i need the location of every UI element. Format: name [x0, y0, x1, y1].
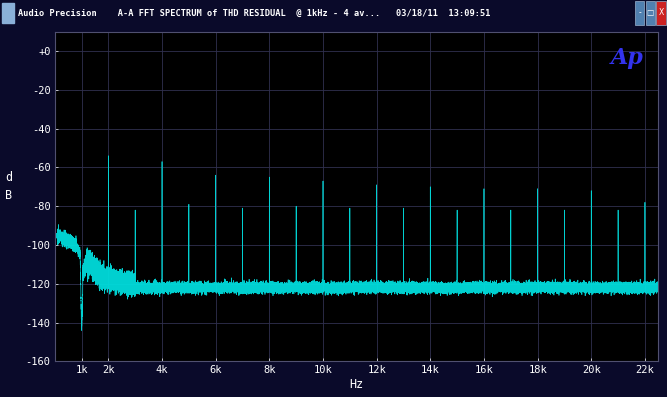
X-axis label: Hz: Hz	[350, 378, 364, 391]
Text: X: X	[658, 8, 664, 17]
Bar	[646, 1, 655, 25]
Text: -: -	[638, 8, 641, 17]
Text: d
B: d B	[5, 171, 12, 202]
Bar	[635, 1, 644, 25]
Text: □: □	[647, 8, 654, 17]
Text: Audio Precision    A-A FFT SPECTRUM of THD RESIDUAL  @ 1kHz - 4 av...   03/18/11: Audio Precision A-A FFT SPECTRUM of THD …	[18, 8, 490, 17]
Bar	[2, 3, 14, 23]
Bar	[656, 1, 666, 25]
Text: Ap: Ap	[610, 46, 643, 69]
